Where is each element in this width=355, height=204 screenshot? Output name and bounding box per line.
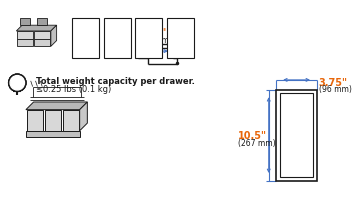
Bar bbox=[72, 18, 99, 59]
Polygon shape bbox=[51, 26, 57, 47]
Text: ≤0.25 lbs (0.1 kg): ≤0.25 lbs (0.1 kg) bbox=[37, 85, 112, 94]
Text: 3.75": 3.75" bbox=[319, 78, 348, 87]
Text: LB: LB bbox=[13, 79, 21, 84]
Text: kg: kg bbox=[14, 83, 21, 88]
Bar bbox=[37, 18, 47, 26]
Circle shape bbox=[9, 75, 26, 92]
Bar bbox=[27, 110, 43, 131]
Bar bbox=[20, 18, 30, 26]
Polygon shape bbox=[26, 102, 87, 110]
Bar bbox=[17, 32, 33, 39]
Polygon shape bbox=[16, 26, 57, 32]
Bar bbox=[104, 18, 131, 59]
Bar bbox=[26, 131, 80, 137]
Circle shape bbox=[9, 75, 26, 92]
Bar bbox=[45, 110, 61, 131]
Polygon shape bbox=[80, 102, 87, 131]
Bar bbox=[34, 39, 50, 47]
Text: 10.5": 10.5" bbox=[238, 130, 267, 140]
Text: Total weight capacity per drawer.: Total weight capacity per drawer. bbox=[37, 77, 195, 86]
Bar bbox=[167, 18, 194, 59]
Text: 2.5": 2.5" bbox=[144, 28, 166, 38]
Text: (64 mm): (64 mm) bbox=[139, 36, 172, 45]
Bar bbox=[135, 18, 162, 59]
Circle shape bbox=[10, 76, 24, 91]
Circle shape bbox=[9, 75, 26, 92]
Bar bbox=[17, 39, 33, 47]
Bar bbox=[63, 110, 79, 131]
Bar bbox=[280, 94, 313, 177]
Text: (267 mm): (267 mm) bbox=[238, 138, 275, 147]
Bar bbox=[34, 32, 50, 39]
Text: (96 mm): (96 mm) bbox=[319, 85, 351, 94]
Bar bbox=[277, 90, 317, 181]
